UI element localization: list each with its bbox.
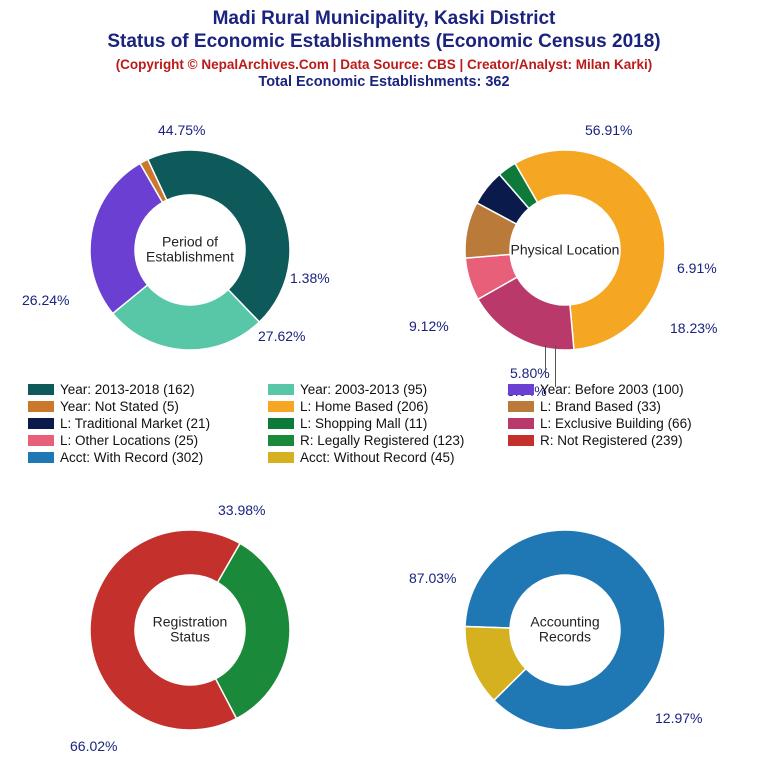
legend-swatch (268, 418, 294, 429)
legend-swatch (28, 418, 54, 429)
center-label-location: Physical Location (510, 242, 620, 257)
legend-label: L: Home Based (206) (300, 399, 428, 414)
legend-swatch (508, 418, 534, 429)
copyright-line: (Copyright © NepalArchives.Com | Data So… (0, 57, 768, 72)
pct-label: 33.98% (218, 502, 265, 518)
legend-label: Year: Not Stated (5) (60, 399, 179, 414)
leader-line (545, 345, 546, 373)
leader-line (555, 345, 556, 387)
legend-label: R: Not Registered (239) (540, 433, 683, 448)
legend-item: Acct: With Record (302) (28, 450, 260, 465)
center-label-accounting: Accounting Records (510, 615, 620, 646)
legend-item: R: Legally Registered (123) (268, 433, 500, 448)
legend-label: Year: 2003-2013 (95) (300, 382, 427, 397)
legend-item: Year: 2003-2013 (95) (268, 382, 500, 397)
legend-item: Acct: Without Record (45) (268, 450, 500, 465)
legend-swatch (508, 384, 534, 395)
legend-swatch (508, 435, 534, 446)
legend-label: L: Exclusive Building (66) (540, 416, 692, 431)
legend-swatch (268, 384, 294, 395)
title-line-2: Status of Economic Establishments (Econo… (0, 31, 768, 54)
legend-label: Acct: With Record (302) (60, 450, 203, 465)
pct-label: 18.23% (670, 320, 717, 336)
chart-location: Physical Location 56.91%18.23%6.91%9.12%… (455, 140, 675, 360)
total-line: Total Economic Establishments: 362 (0, 74, 768, 90)
chart-accounting: Accounting Records 87.03%12.97% (455, 520, 675, 740)
legend-item: R: Not Registered (239) (508, 433, 740, 448)
legend: Year: 2013-2018 (162) Year: 2003-2013 (95… (28, 382, 740, 465)
legend-item: L: Brand Based (33) (508, 399, 740, 414)
legend-label: L: Other Locations (25) (60, 433, 198, 448)
legend-label: Acct: Without Record (45) (300, 450, 455, 465)
legend-swatch (28, 384, 54, 395)
legend-item: L: Exclusive Building (66) (508, 416, 740, 431)
legend-label: L: Brand Based (33) (540, 399, 661, 414)
pct-label: 87.03% (409, 570, 456, 586)
pct-label: 9.12% (409, 318, 449, 334)
pct-label: 1.38% (290, 270, 330, 286)
header: Madi Rural Municipality, Kaski District … (0, 0, 768, 90)
legend-item: Year: 2013-2018 (162) (28, 382, 260, 397)
pct-label: 12.97% (655, 710, 702, 726)
legend-label: L: Shopping Mall (11) (300, 416, 427, 431)
legend-item: Year: Before 2003 (100) (508, 382, 740, 397)
pct-label: 44.75% (158, 122, 205, 138)
pct-label: 66.02% (70, 738, 117, 754)
legend-label: L: Traditional Market (21) (60, 416, 210, 431)
legend-swatch (28, 435, 54, 446)
legend-item: L: Traditional Market (21) (28, 416, 260, 431)
legend-label: Year: Before 2003 (100) (540, 382, 684, 397)
legend-label: Year: 2013-2018 (162) (60, 382, 195, 397)
legend-label: R: Legally Registered (123) (300, 433, 464, 448)
legend-swatch (28, 452, 54, 463)
pct-label: 5.80% (510, 365, 550, 381)
legend-swatch (268, 435, 294, 446)
legend-item: Year: Not Stated (5) (28, 399, 260, 414)
title-line-1: Madi Rural Municipality, Kaski District (0, 8, 768, 31)
legend-swatch (268, 401, 294, 412)
legend-swatch (28, 401, 54, 412)
chart-registration: Registration Status 33.98%66.02% (80, 520, 300, 740)
legend-swatch (508, 401, 534, 412)
legend-item: L: Other Locations (25) (28, 433, 260, 448)
center-label-registration: Registration Status (135, 615, 245, 646)
chart-period: Period of Establishment 44.75%26.24%27.6… (80, 140, 300, 360)
pct-label: 6.91% (677, 260, 717, 276)
legend-item: L: Home Based (206) (268, 399, 500, 414)
pct-label: 26.24% (22, 292, 69, 308)
legend-swatch (268, 452, 294, 463)
center-label-period: Period of Establishment (135, 235, 245, 266)
pct-label: 27.62% (258, 328, 305, 344)
pct-label: 56.91% (585, 122, 632, 138)
legend-item: L: Shopping Mall (11) (268, 416, 500, 431)
